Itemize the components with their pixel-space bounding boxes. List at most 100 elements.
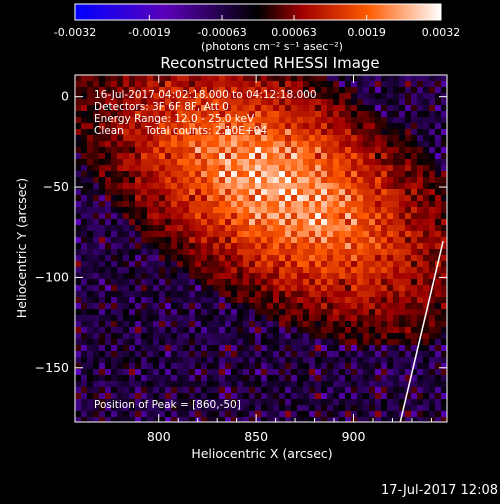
heatmap-cell	[393, 393, 399, 399]
heatmap-cell	[435, 237, 441, 243]
heatmap-cell	[219, 159, 225, 165]
heatmap-cell	[315, 99, 321, 105]
heatmap-cell	[195, 159, 201, 165]
heatmap-cell	[153, 153, 159, 159]
heatmap-cell	[105, 129, 111, 135]
heatmap-cell	[249, 213, 255, 219]
heatmap-cell	[243, 141, 249, 147]
heatmap-cell	[369, 381, 375, 387]
heatmap-cell	[279, 225, 285, 231]
heatmap-cell	[117, 267, 123, 273]
heatmap-cell	[417, 147, 423, 153]
heatmap-cell	[435, 93, 441, 99]
heatmap-cell	[147, 225, 153, 231]
heatmap-cell	[249, 225, 255, 231]
heatmap-cell	[129, 417, 135, 422]
heatmap-cell	[399, 393, 405, 399]
heatmap-cell	[75, 375, 81, 381]
heatmap-cell	[291, 171, 297, 177]
heatmap-cell	[441, 267, 447, 273]
heatmap-cell	[417, 255, 423, 261]
heatmap-cell	[237, 165, 243, 171]
heatmap-cell	[99, 363, 105, 369]
heatmap-cell	[369, 87, 375, 93]
heatmap-cell	[243, 87, 249, 93]
heatmap-cell	[165, 213, 171, 219]
heatmap-cell	[207, 237, 213, 243]
heatmap-cell	[213, 267, 219, 273]
heatmap-cell	[315, 153, 321, 159]
heatmap-cell	[111, 399, 117, 405]
heatmap-cell	[159, 321, 165, 327]
heatmap-cell	[165, 81, 171, 87]
heatmap-cell	[285, 219, 291, 225]
heatmap-cell	[387, 387, 393, 393]
heatmap-cell	[111, 255, 117, 261]
heatmap-cell	[225, 207, 231, 213]
heatmap-cell	[429, 393, 435, 399]
heatmap-cell	[225, 177, 231, 183]
heatmap-cell	[375, 315, 381, 321]
heatmap-cell	[255, 351, 261, 357]
heatmap-cell	[231, 399, 237, 405]
heatmap-cell	[429, 309, 435, 315]
heatmap-cell	[327, 75, 333, 81]
heatmap-cell	[327, 81, 333, 87]
heatmap-cell	[381, 123, 387, 129]
heatmap-cell	[153, 81, 159, 87]
heatmap-cell	[291, 297, 297, 303]
heatmap-cell	[201, 303, 207, 309]
heatmap-cell	[309, 363, 315, 369]
heatmap-cell	[321, 141, 327, 147]
heatmap-cell	[345, 279, 351, 285]
heatmap-cell	[207, 123, 213, 129]
heatmap-cell	[429, 105, 435, 111]
heatmap-cell	[177, 387, 183, 393]
heatmap-cell	[81, 75, 87, 81]
heatmap-cell	[171, 267, 177, 273]
heatmap-cell	[375, 291, 381, 297]
heatmap-cell	[207, 207, 213, 213]
heatmap-cell	[237, 303, 243, 309]
heatmap-cell	[309, 171, 315, 177]
heatmap-cell	[255, 363, 261, 369]
heatmap-cell	[147, 393, 153, 399]
heatmap-cell	[405, 117, 411, 123]
heatmap-cell	[165, 381, 171, 387]
heatmap-cell	[429, 207, 435, 213]
heatmap-cell	[165, 363, 171, 369]
heatmap-cell	[429, 273, 435, 279]
heatmap-cell	[195, 315, 201, 321]
heatmap-cell	[147, 213, 153, 219]
heatmap-cell	[435, 345, 441, 351]
heatmap-cell	[363, 369, 369, 375]
heatmap-cell	[273, 243, 279, 249]
heatmap-cell	[369, 171, 375, 177]
heatmap-cell	[279, 189, 285, 195]
heatmap-cell	[375, 399, 381, 405]
heatmap-cell	[165, 183, 171, 189]
heatmap-cell	[177, 117, 183, 123]
heatmap-cell	[87, 321, 93, 327]
heatmap-cell	[159, 297, 165, 303]
heatmap-cell	[387, 405, 393, 411]
heatmap-cell	[333, 411, 339, 417]
heatmap-cell	[303, 357, 309, 363]
heatmap-cell	[333, 219, 339, 225]
heatmap-cell	[423, 153, 429, 159]
heatmap-cell	[381, 219, 387, 225]
heatmap-cell	[345, 111, 351, 117]
heatmap-cell	[297, 219, 303, 225]
heatmap-cell	[357, 183, 363, 189]
heatmap-cell	[177, 183, 183, 189]
heatmap-cell	[231, 327, 237, 333]
heatmap-cell	[315, 363, 321, 369]
heatmap-cell	[189, 201, 195, 207]
heatmap-cell	[105, 177, 111, 183]
heatmap-cell	[153, 315, 159, 321]
heatmap-cell	[171, 393, 177, 399]
heatmap-cell	[189, 159, 195, 165]
heatmap-cell	[135, 87, 141, 93]
heatmap-cell	[387, 225, 393, 231]
heatmap-cell	[81, 327, 87, 333]
